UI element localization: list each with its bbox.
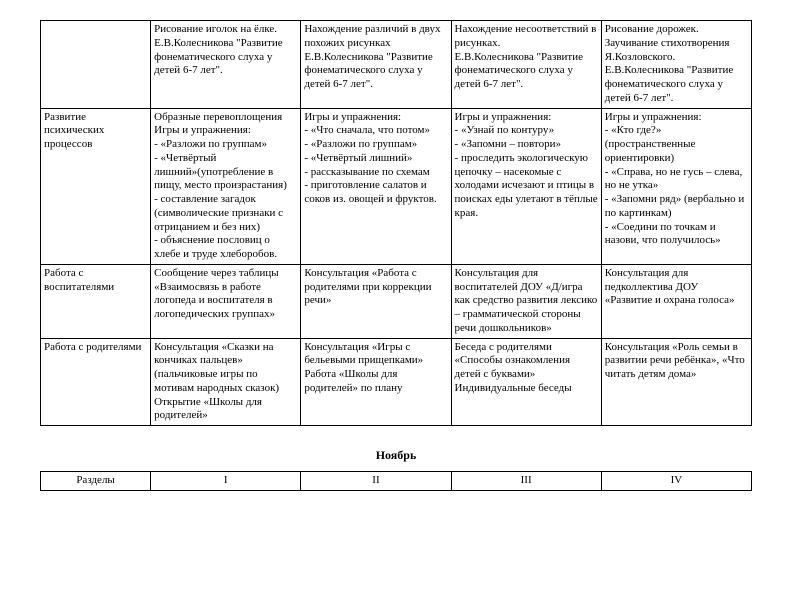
month-heading: Ноябрь	[40, 448, 752, 463]
cell-section: Развитие психических процессов	[41, 108, 151, 264]
cell-section: Работа с воспитателями	[41, 264, 151, 338]
header-cell: Разделы	[41, 472, 151, 491]
cell: Рисование иголок на ёлке. Е.В.Колесников…	[151, 21, 301, 109]
cell: Консультация для воспитателей ДОУ «Д/игр…	[451, 264, 601, 338]
cell: Беседа с родителями «Способы ознакомлени…	[451, 338, 601, 426]
cell: Игры и упражнения:- «Что сначала, что по…	[301, 108, 451, 264]
cell: Сообщение через таблицы «Взаимосвязь в р…	[151, 264, 301, 338]
cell: Игры и упражнения:- «Кто где?» (простран…	[601, 108, 751, 264]
cell: Образные перевоплощенияИгры и упражнения…	[151, 108, 301, 264]
header-cell: I	[151, 472, 301, 491]
cell: Консультация для педколлектива ДОУ «Разв…	[601, 264, 751, 338]
cell: Нахождение несоответствий в рисунках.Е.В…	[451, 21, 601, 109]
header-cell: III	[451, 472, 601, 491]
header-cell: IV	[601, 472, 751, 491]
cell: Консультация «Работа с родителями при ко…	[301, 264, 451, 338]
month-header-table: Разделы I II III IV	[40, 471, 752, 491]
table-row: Развитие психических процессов Образные …	[41, 108, 752, 264]
table-row: Рисование иголок на ёлке. Е.В.Колесников…	[41, 21, 752, 109]
cell: Консультация «Игры с бельевыми прищепкам…	[301, 338, 451, 426]
cell: Консультация «Роль семьи в развитии речи…	[601, 338, 751, 426]
plan-table: Рисование иголок на ёлке. Е.В.Колесников…	[40, 20, 752, 426]
cell-section	[41, 21, 151, 109]
cell: Консультация «Сказки на кончиках пальцев…	[151, 338, 301, 426]
cell: Рисование дорожек.Заучивание стихотворен…	[601, 21, 751, 109]
cell-section: Работа с родителями	[41, 338, 151, 426]
header-cell: II	[301, 472, 451, 491]
cell: Нахождение различий в двух похожих рисун…	[301, 21, 451, 109]
table-header-row: Разделы I II III IV	[41, 472, 752, 491]
table-row: Работа с родителями Консультация «Сказки…	[41, 338, 752, 426]
cell: Игры и упражнения:- «Узнай по контуру»- …	[451, 108, 601, 264]
table-row: Работа с воспитателями Сообщение через т…	[41, 264, 752, 338]
